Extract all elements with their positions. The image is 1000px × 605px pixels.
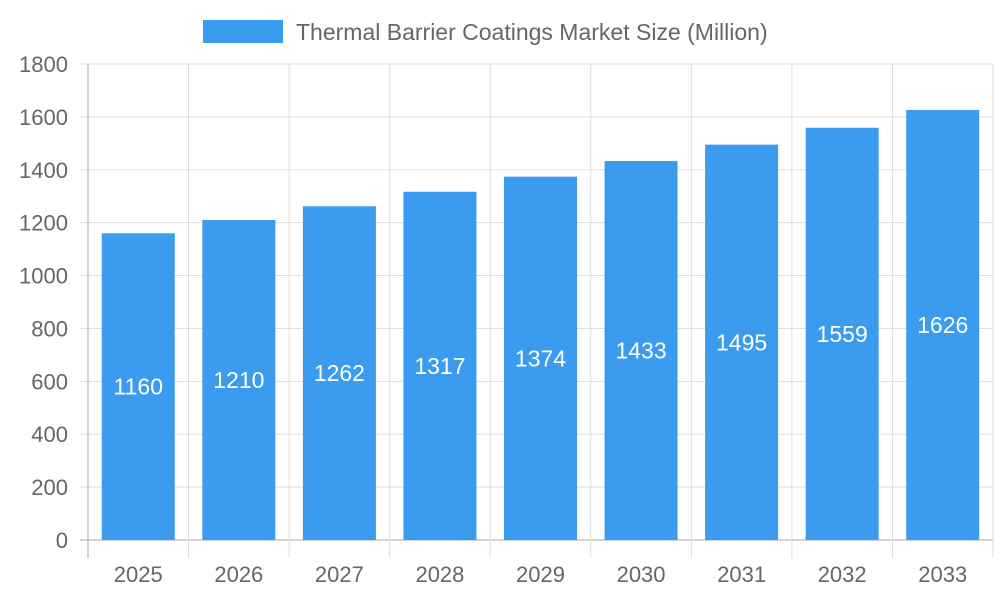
data-label: 1559 [817,321,868,347]
x-tick-label: 2027 [315,562,364,587]
bar [705,144,779,540]
y-tick-label: 1400 [19,158,68,183]
x-tick-label: 2028 [415,562,464,587]
y-tick-label: 0 [56,528,68,553]
data-label: 1433 [615,338,666,364]
data-label: 1626 [917,312,968,338]
y-tick-label: 400 [31,422,68,447]
y-tick-label: 800 [31,316,68,341]
data-label: 1317 [414,353,465,379]
x-tick-label: 2033 [918,562,967,587]
bar [101,233,175,540]
bar [805,127,879,540]
y-tick-label: 1200 [19,211,68,236]
data-label: 1495 [716,329,767,355]
x-tick-label: 2032 [818,562,867,587]
y-tick-label: 600 [31,369,68,394]
x-tick-label: 2026 [214,562,263,587]
y-tick-label: 200 [31,475,68,500]
bar [202,220,276,540]
y-tick-label: 1800 [19,52,68,77]
data-label: 1374 [515,345,566,371]
data-label: 1160 [114,374,163,400]
bar [604,161,678,540]
bar [302,206,376,540]
x-tick-label: 2030 [617,562,666,587]
x-tick-label: 2029 [516,562,565,587]
legend-swatch [203,20,283,43]
data-label: 1262 [314,360,365,386]
y-tick-label: 1000 [19,264,68,289]
axes: 0 200 400 600 800 1000 1200 1400 1600 1800 2025 202… [19,52,967,587]
y-tick-label: 1600 [19,105,68,130]
data-label: 1210 [213,367,264,393]
legend[interactable]: Thermal Barrier Coatings Market Size (Mi… [203,19,768,45]
x-tick-label: 2031 [717,562,766,587]
legend-label: Thermal Barrier Coatings Market Size (Mi… [296,19,768,45]
bar [906,110,980,540]
x-tick-label: 2025 [114,562,163,587]
bars: 1160 1210 1262 1317 1374 1433 1495 1559 1626 [101,110,980,541]
bar [504,176,577,541]
bar [403,191,477,540]
